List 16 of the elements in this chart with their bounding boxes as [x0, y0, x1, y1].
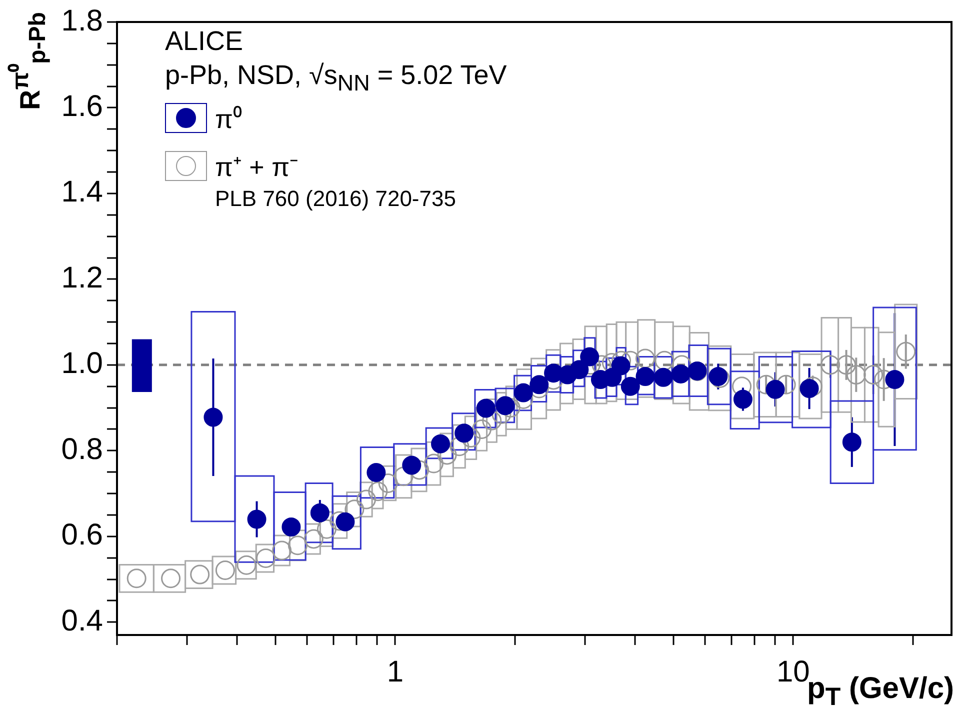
- y-tick-label: 0.4: [61, 604, 103, 638]
- y-tick-label: 1.8: [61, 4, 103, 38]
- annotation: p-Pb, NSD, √s$_{NN}$ = 5.02 TeV: [165, 60, 507, 96]
- x-axis-title: p$_{T}$ (GeV/c): [807, 672, 954, 712]
- y-tick-label: 1.0: [61, 347, 103, 380]
- y-tick-label: 1.4: [61, 176, 103, 209]
- y-tick-label: 0.8: [61, 432, 103, 466]
- legend-label: π⁺ + π⁻: [215, 151, 299, 184]
- annotation: ALICE: [165, 26, 244, 57]
- y-tick-label: 0.6: [61, 518, 103, 552]
- x-tick-label: 1: [386, 655, 404, 688]
- y-tick-label: 1.2: [61, 261, 103, 294]
- legend-label: π⁰: [215, 103, 242, 136]
- annotation: PLB 760 (2016) 720-735: [215, 186, 456, 212]
- x-tick-label: 10: [776, 655, 810, 688]
- y-tick-label: 1.6: [61, 90, 103, 123]
